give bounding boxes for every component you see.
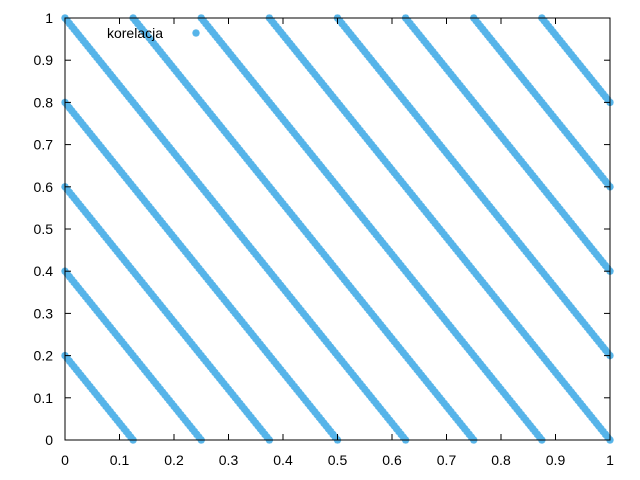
y-tick-label: 0.2 (34, 348, 54, 364)
x-tick-label: 0.1 (110, 452, 130, 468)
x-tick-label: 0.8 (491, 452, 511, 468)
x-tick-label: 0.3 (219, 452, 239, 468)
x-tick-label: 0.7 (437, 452, 457, 468)
y-tick-label: 0 (45, 432, 53, 448)
legend-label: korelacja (107, 25, 163, 41)
y-tick-label: 0.3 (34, 305, 54, 321)
x-tick-label: 0.2 (164, 452, 184, 468)
x-tick-label: 1 (606, 452, 614, 468)
legend: korelacja (107, 25, 200, 41)
ticks-layer: 0 0.1 0.2 0.3 0.4 0.5 0.6 0.7 0.8 0.9 1 0 0.1 0.2 0.3 0… (34, 10, 615, 468)
y-tick-label: 0.4 (34, 263, 54, 279)
x-tick-label: 0.6 (382, 452, 402, 468)
x-tick-label: 0.4 (273, 452, 293, 468)
y-tick-label: 0.7 (34, 137, 54, 153)
y-tick-label: 0.1 (34, 390, 54, 406)
legend-marker-glyph (192, 29, 200, 37)
y-tick-label: 0.5 (34, 221, 54, 237)
x-tick-label: 0.5 (328, 452, 348, 468)
x-tick-label: 0.9 (546, 452, 566, 468)
x-tick-label: 0 (61, 452, 69, 468)
y-tick-label: 0.9 (34, 52, 54, 68)
y-tick-label: 0.6 (34, 179, 54, 195)
y-tick-label: 1 (45, 10, 53, 26)
legend-marker (192, 29, 200, 37)
y-tick-label: 0.8 (34, 94, 54, 110)
points-layer (61, 14, 614, 444)
